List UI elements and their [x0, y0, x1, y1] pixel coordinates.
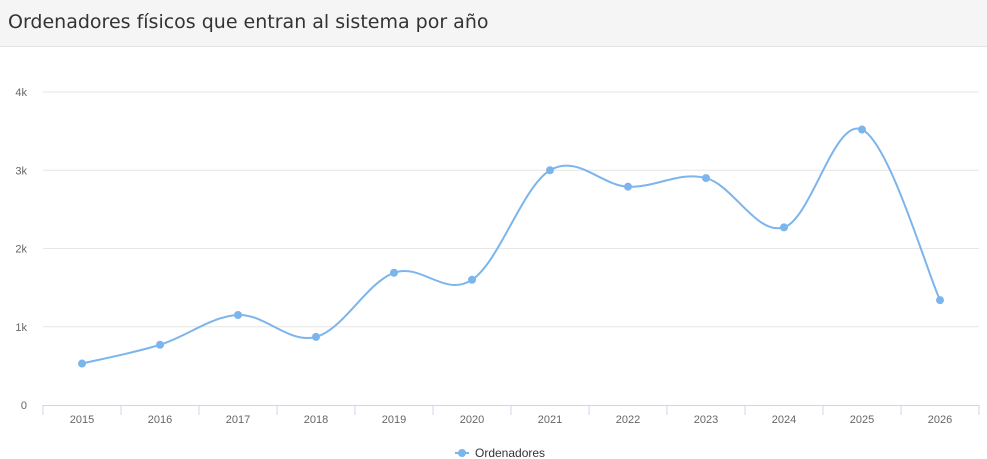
- legend-item-label[interactable]: Ordenadores: [475, 446, 545, 459]
- data-point[interactable]: [156, 340, 164, 349]
- x-tick-label: 2025: [850, 414, 874, 426]
- data-point[interactable]: [858, 125, 866, 134]
- data-point[interactable]: [234, 311, 242, 320]
- series-line: [81, 127, 941, 365]
- x-tick-label: 2024: [772, 414, 796, 426]
- y-axis-labels: 0 1k 2k 3k 4k: [15, 87, 27, 412]
- data-point[interactable]: [546, 166, 554, 175]
- data-point[interactable]: [702, 174, 710, 183]
- y-tick-label: 2k: [15, 244, 27, 256]
- x-axis: [42, 405, 980, 415]
- x-tick-label: 2026: [928, 414, 952, 426]
- x-tick-label: 2020: [460, 414, 484, 426]
- data-point[interactable]: [780, 223, 788, 232]
- x-tick-label: 2015: [70, 414, 94, 426]
- x-tick-label: 2023: [694, 414, 718, 426]
- data-point[interactable]: [936, 296, 944, 305]
- y-tick-label: 0: [21, 400, 27, 412]
- chart-container: 0 1k 2k 3k 4k 2015 2016 2017 2018 2019 2020 2021 20…: [0, 47, 987, 459]
- data-point[interactable]: [468, 275, 476, 284]
- y-tick-label: 4k: [15, 87, 27, 99]
- data-point[interactable]: [312, 332, 320, 341]
- x-tick-label: 2016: [148, 414, 172, 426]
- x-tick-label: 2021: [538, 414, 562, 426]
- x-tick-label: 2022: [616, 414, 640, 426]
- data-point[interactable]: [624, 182, 632, 191]
- data-point[interactable]: [78, 359, 86, 368]
- x-tick-label: 2017: [226, 414, 250, 426]
- x-axis-labels: 2015 2016 2017 2018 2019 2020 2021 2022 2023 2024…: [70, 414, 952, 426]
- y-tick-label: 1k: [15, 322, 27, 334]
- page-title: Ordenadores físicos que entran al sistem…: [8, 11, 489, 33]
- grid-lines: [43, 91, 979, 328]
- panel-header: Ordenadores físicos que entran al sistem…: [0, 0, 987, 47]
- y-tick-label: 3k: [15, 165, 27, 177]
- legend-marker-icon[interactable]: [458, 449, 466, 457]
- series-group: [78, 125, 944, 368]
- x-tick-label: 2019: [382, 414, 406, 426]
- x-tick-label: 2018: [304, 414, 328, 426]
- legend[interactable]: Ordenadores: [455, 446, 545, 459]
- data-point[interactable]: [390, 268, 398, 277]
